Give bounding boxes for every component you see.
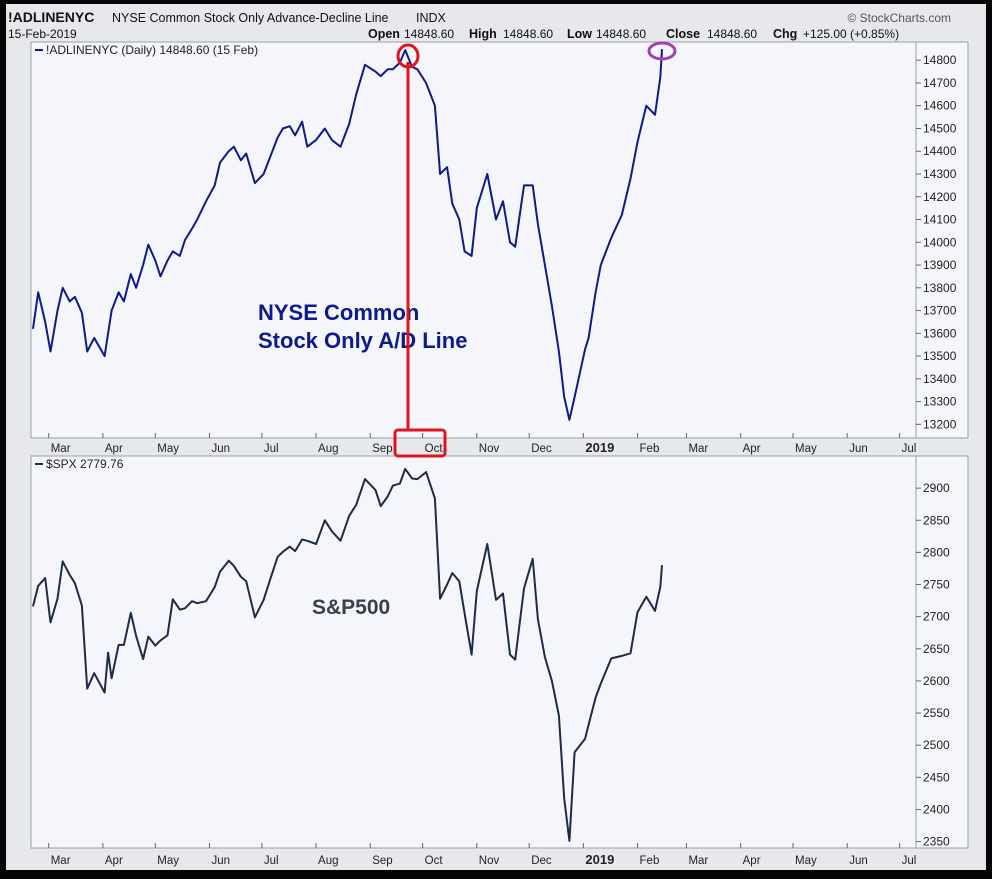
ad-x-tick-label: May: [795, 443, 817, 455]
spx-y-tick-label: 2900: [923, 481, 950, 495]
spx-y-tick-label: 2800: [923, 545, 950, 559]
spx-y-axis-panel: [915, 455, 969, 849]
spx-y-tick-label: 2550: [923, 706, 950, 720]
ad-y-tick-label: 13300: [923, 395, 957, 409]
date-label: 15-Feb-2019: [8, 27, 77, 41]
quote-close-label: Close: [666, 27, 700, 41]
quote-open-value: 14848.60: [404, 27, 454, 41]
ad-y-tick-label: 14300: [923, 167, 957, 181]
spx-y-tick-label: 2400: [923, 802, 950, 816]
spx-y-tick-label: 2750: [923, 578, 950, 592]
ad-y-tick-label: 14600: [923, 99, 957, 113]
highlight-overlay: [393, 41, 677, 458]
spx-x-tick-label: Apr: [743, 855, 761, 867]
ad-x-tick-label: Mar: [688, 443, 708, 455]
ad-x-tick-label: Jul: [264, 443, 279, 455]
spx-series-line: [32, 467, 663, 842]
ad-x-tick-label: Oct: [425, 443, 444, 455]
chart-canvas: !ADLINENYC NYSE Common Stock Only Advanc…: [8, 9, 969, 867]
spx-x-tick-label: Jun: [849, 855, 868, 867]
quote-low-value: 14848.60: [596, 27, 646, 41]
chart-frame: !ADLINENYC NYSE Common Stock Only Advanc…: [6, 4, 986, 870]
quote-chg-value: +125.00 (+0.85%): [803, 27, 899, 41]
spx-x-tick-label: May: [795, 855, 817, 867]
quote-low-label: Low: [567, 27, 592, 41]
ad-y-tick-label: 14500: [923, 121, 957, 135]
ad-x-tick-label: Nov: [479, 443, 500, 455]
ad-y-tick-label: 14000: [923, 235, 957, 249]
quote-close-value: 14848.60: [707, 27, 757, 41]
exchange-label: INDX: [416, 11, 447, 25]
ad-y-tick-label: 14100: [923, 213, 957, 227]
spx-y-tick-label: 2450: [923, 770, 950, 784]
ad-y-tick-label: 13800: [923, 281, 957, 295]
quote-bar: Open 14848.60 High 14848.60 Low 14848.60…: [368, 27, 899, 41]
spx-x-tick-label: Feb: [640, 855, 660, 867]
spx-annotation: S&P500: [312, 596, 390, 619]
spx-x-tick-label: Mar: [51, 855, 71, 867]
spx-x-tick-label: Apr: [105, 855, 123, 867]
spx-x-tick-label: Jun: [211, 855, 230, 867]
ad-x-tick-label: Aug: [318, 443, 338, 455]
ad-x-tick-label: Mar: [51, 443, 71, 455]
quote-high-label: High: [469, 27, 497, 41]
ad-x-tick-label: Jul: [902, 443, 917, 455]
ad-x-tick-label: Sep: [372, 443, 392, 455]
ad-y-tick-label: 13600: [923, 326, 957, 340]
spx-x-tick-label: Mar: [688, 855, 708, 867]
symbol-label: !ADLINENYC: [8, 9, 94, 25]
ad-x-tick-label: Apr: [743, 443, 761, 455]
quote-chg-label: Chg: [773, 27, 797, 41]
ad-x-tick-label: Jun: [211, 443, 230, 455]
ad-y-axis-panel: [915, 41, 969, 439]
ad-y-tick-label: 14700: [923, 76, 957, 90]
ad-x-tick-label: Jun: [849, 443, 868, 455]
spx-x-tick-label: Jul: [902, 855, 917, 867]
ad-x-tick-label: 2019: [585, 440, 614, 455]
watermark: © StockCharts.com: [847, 11, 951, 25]
ad-y-tick-label: 13900: [923, 258, 957, 272]
ad-y-tick-label: 14400: [923, 144, 957, 158]
ad-x-tick-label: Dec: [531, 443, 552, 455]
quote-open-label: Open: [368, 27, 400, 41]
ad-y-tick-label: 13700: [923, 304, 957, 318]
spx-y-tick-label: 2700: [923, 610, 950, 624]
spx-x-tick-label: Oct: [425, 855, 444, 867]
spx-y-tick-label: 2500: [923, 738, 950, 752]
spx-y-tick-label: 2350: [923, 835, 950, 849]
spx-y-tick-label: 2850: [923, 513, 950, 527]
ad-x-tick-label: Apr: [105, 443, 123, 455]
symbol-description: NYSE Common Stock Only Advance-Decline L…: [112, 11, 389, 25]
oct-label-highlight-box: [393, 428, 447, 458]
spx-x-tick-label: Nov: [479, 855, 500, 867]
spx-panel: [30, 455, 917, 849]
spx-x-tick-label: Jul: [264, 855, 279, 867]
ad-annotation-line-2: Stock Only A/D Line: [258, 328, 467, 353]
ad-y-tick-label: 13200: [923, 417, 957, 431]
ad-y-tick-label: 14200: [923, 190, 957, 204]
spx-x-tick-label: May: [157, 855, 179, 867]
ad-series-line: [32, 49, 663, 421]
spx-legend: $SPX 2779.76: [46, 457, 124, 471]
ad-peak-highlight-circle: [396, 43, 420, 69]
spx-x-tick-label: Sep: [372, 855, 392, 867]
spx-x-tick-label: 2019: [585, 852, 614, 867]
quote-high-value: 14848.60: [503, 27, 553, 41]
spx-x-tick-label: Aug: [318, 855, 338, 867]
ad-annotation-line-1: NYSE Common: [258, 300, 419, 325]
spx-x-tick-label: Dec: [531, 855, 552, 867]
spx-y-tick-label: 2600: [923, 674, 950, 688]
ad-y-tick-label: 13500: [923, 349, 957, 363]
ad-y-tick-label: 13400: [923, 372, 957, 386]
ad-x-tick-label: May: [157, 443, 179, 455]
ad-legend: !ADLINENYC (Daily) 14848.60 (15 Feb): [46, 43, 258, 57]
ad-x-tick-label: Feb: [640, 443, 660, 455]
ad-new-high-highlight-circle: [647, 41, 677, 61]
ad-y-tick-label: 14800: [923, 53, 957, 67]
spx-y-tick-label: 2650: [923, 642, 950, 656]
